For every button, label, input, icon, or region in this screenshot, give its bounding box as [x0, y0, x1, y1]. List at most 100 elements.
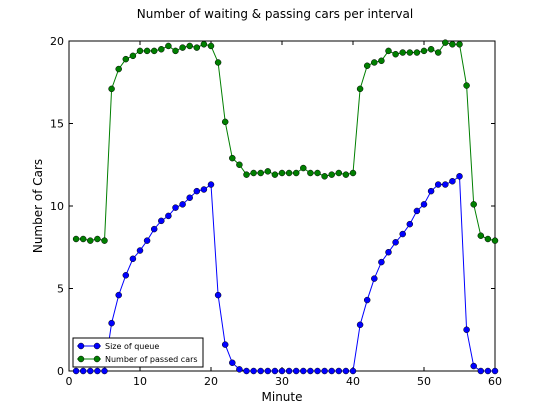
legend-box [72, 337, 204, 368]
plot-area-frame [68, 40, 496, 372]
data-point [371, 59, 378, 66]
data-point [449, 41, 456, 48]
data-point [363, 296, 371, 304]
data-point [193, 44, 201, 51]
data-point [349, 169, 357, 177]
data-point [385, 47, 392, 55]
data-point [278, 367, 286, 375]
legend-label: Size of queue [105, 342, 159, 351]
data-point [115, 291, 122, 299]
data-point [150, 225, 158, 233]
data-point [427, 46, 435, 53]
legend-item: Number of passed cars [77, 355, 198, 364]
data-point [406, 49, 414, 56]
data-point [143, 47, 151, 55]
data-point [193, 187, 201, 195]
data-point [207, 42, 215, 50]
series-1 [72, 39, 499, 244]
series-layer [72, 39, 499, 375]
legend-item: Size of queue [77, 342, 159, 351]
data-point [314, 169, 321, 177]
data-point [470, 362, 477, 370]
data-point [321, 173, 328, 180]
data-point [427, 187, 435, 195]
data-point [491, 367, 499, 375]
data-point [399, 49, 406, 56]
data-point [243, 171, 250, 178]
data-point [250, 367, 257, 375]
data-point [278, 169, 286, 177]
data-point [307, 367, 314, 375]
data-point [434, 181, 442, 188]
legend: Size of queue Number of passed cars [72, 337, 204, 368]
data-point [129, 52, 137, 60]
data-point [172, 47, 179, 55]
data-point [250, 169, 257, 177]
data-point [221, 118, 229, 126]
data-point [165, 212, 172, 220]
data-point [420, 47, 428, 55]
data-point [484, 235, 492, 243]
x-tick-label: 30 [275, 375, 289, 388]
data-point [236, 366, 243, 373]
series-line [76, 42, 496, 242]
data-point [186, 42, 193, 50]
data-point [200, 186, 208, 193]
data-point [271, 367, 279, 375]
chart-title: Number of waiting & passing cars per int… [137, 7, 413, 21]
data-point [434, 49, 442, 56]
data-point [349, 367, 357, 375]
data-point [413, 49, 421, 56]
data-point [87, 237, 94, 244]
data-point [363, 62, 371, 69]
data-point [122, 272, 130, 279]
data-point [79, 367, 87, 375]
data-point [314, 367, 321, 375]
data-point [456, 41, 463, 48]
data-point [392, 50, 399, 58]
data-point [214, 291, 222, 299]
x-tick-label: 20 [204, 375, 218, 388]
data-point [356, 321, 364, 329]
series-0 [72, 173, 499, 375]
data-point [136, 47, 144, 55]
data-point [285, 367, 293, 375]
data-point [150, 47, 158, 55]
data-point [108, 319, 115, 327]
data-point [79, 235, 87, 243]
y-tick-label: 0 [57, 365, 64, 378]
data-point [207, 181, 215, 188]
data-point [94, 235, 101, 243]
data-point [158, 46, 165, 53]
data-point [179, 44, 186, 51]
data-point [165, 42, 172, 50]
data-point [264, 367, 272, 375]
data-point [108, 85, 115, 93]
data-point [179, 201, 186, 208]
data-point [406, 220, 414, 228]
data-point [300, 367, 307, 375]
data-point [122, 55, 130, 63]
data-point [385, 248, 392, 256]
data-point [271, 171, 279, 178]
data-point [87, 367, 94, 375]
data-point [172, 204, 179, 211]
data-point [328, 367, 335, 375]
data-point [214, 59, 222, 66]
data-point [285, 169, 293, 177]
data-point [72, 367, 80, 375]
data-point [186, 194, 193, 201]
data-point [101, 367, 108, 375]
data-point [335, 367, 343, 375]
data-point [129, 255, 137, 263]
axis-ticks: 0 10 20 30 40 50 60 0 5 10 15 20 [50, 35, 502, 388]
data-point [307, 169, 314, 177]
x-tick-label: 40 [346, 375, 360, 388]
data-point [321, 367, 328, 375]
y-tick-label: 5 [57, 283, 64, 296]
data-point [292, 169, 300, 177]
data-point [470, 201, 477, 208]
data-point [257, 367, 264, 375]
data-point [477, 232, 485, 239]
